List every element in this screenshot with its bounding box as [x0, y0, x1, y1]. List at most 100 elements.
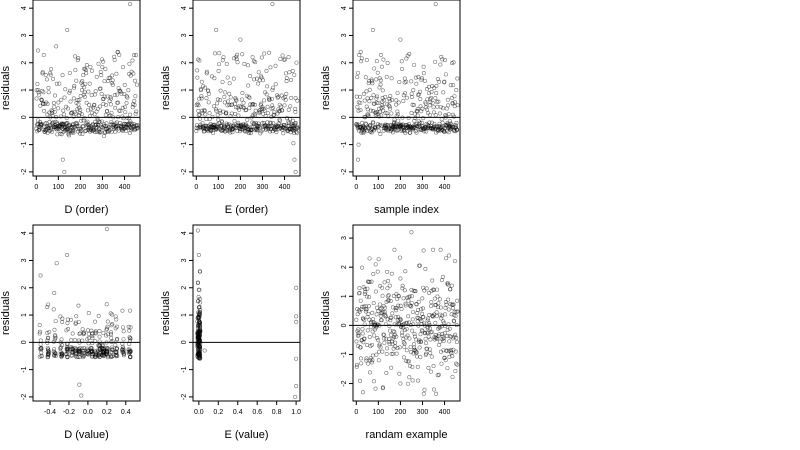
data-point	[367, 256, 372, 261]
data-point	[409, 95, 414, 100]
data-point	[89, 106, 94, 111]
data-point	[446, 112, 451, 117]
data-point	[439, 54, 444, 59]
data-point	[381, 108, 386, 113]
data-point	[110, 73, 115, 78]
data-point	[407, 336, 412, 341]
data-point	[427, 91, 432, 96]
data-point	[202, 348, 207, 353]
data-point	[379, 311, 384, 316]
data-point	[37, 354, 42, 359]
x-tick-label: 0.2	[213, 409, 223, 416]
data-point	[134, 82, 139, 87]
data-point	[294, 130, 299, 135]
data-point	[124, 101, 129, 106]
data-point	[76, 303, 81, 308]
data-point	[369, 360, 374, 365]
data-point	[89, 68, 94, 73]
data-point	[203, 112, 208, 117]
data-point	[101, 101, 106, 106]
data-point	[104, 333, 109, 338]
data-point	[51, 76, 56, 81]
data-point	[85, 346, 90, 351]
data-point	[40, 88, 45, 93]
data-point	[96, 313, 101, 318]
data-point	[387, 98, 392, 103]
data-point	[81, 331, 86, 336]
data-point	[363, 290, 368, 295]
data-point	[214, 28, 219, 33]
data-point	[121, 351, 126, 356]
data-point	[427, 347, 432, 352]
data-point	[87, 102, 92, 107]
data-point	[454, 340, 459, 345]
data-point	[130, 58, 135, 63]
data-point	[37, 127, 42, 132]
data-point	[108, 354, 113, 359]
data-point	[232, 101, 237, 106]
data-point	[105, 319, 110, 324]
data-point	[355, 306, 360, 311]
data-point	[403, 91, 408, 96]
data-point	[38, 121, 43, 126]
data-point	[52, 290, 57, 295]
data-point	[356, 331, 361, 336]
data-point	[196, 287, 201, 292]
data-point	[390, 311, 395, 316]
data-point	[196, 253, 201, 258]
data-point	[46, 124, 51, 129]
y-tick-label: -1	[181, 141, 188, 147]
data-point	[207, 111, 212, 116]
data-point	[378, 132, 383, 137]
data-point	[73, 54, 78, 59]
data-point	[284, 91, 289, 96]
data-point	[216, 117, 221, 122]
data-point	[413, 116, 418, 121]
data-point	[223, 90, 228, 95]
data-point	[409, 294, 414, 299]
data-point	[455, 362, 460, 367]
data-point	[92, 130, 97, 135]
data-point	[117, 108, 122, 113]
data-point	[110, 82, 115, 87]
data-point	[434, 391, 439, 396]
data-point	[91, 103, 96, 108]
scatter-panel-6: 0 100 200 300 400 -2 -1 0 1 2 3 randam example resid…	[320, 224, 461, 441]
data-point	[436, 99, 441, 104]
data-point	[108, 75, 113, 80]
data-point	[112, 57, 117, 62]
data-point	[364, 294, 369, 299]
data-point	[382, 309, 387, 314]
data-point	[293, 106, 298, 111]
data-point	[60, 353, 65, 358]
data-point	[369, 95, 374, 100]
data-point	[228, 123, 233, 128]
data-point	[373, 386, 378, 391]
data-point	[370, 310, 375, 315]
plot-frame	[32, 0, 141, 177]
data-point	[295, 98, 300, 103]
data-point	[454, 88, 459, 93]
data-point	[389, 76, 394, 81]
data-point	[372, 327, 377, 332]
data-point	[82, 116, 87, 121]
data-point	[356, 108, 361, 113]
data-point	[75, 58, 80, 63]
data-point	[448, 287, 453, 292]
data-point	[95, 117, 100, 122]
data-point	[435, 294, 440, 299]
y-tick-label: 0	[341, 323, 348, 327]
y-tick-label: 3	[21, 258, 28, 262]
data-point	[54, 44, 59, 49]
data-point	[37, 331, 42, 336]
data-point	[421, 116, 426, 121]
data-point	[196, 295, 201, 300]
data-point	[225, 75, 230, 80]
y-tick-label: -2	[341, 169, 348, 175]
data-point	[238, 37, 243, 42]
data-point	[98, 86, 103, 91]
data-point	[357, 291, 362, 296]
data-point	[107, 128, 112, 133]
data-point	[228, 95, 233, 100]
data-point	[64, 352, 69, 357]
